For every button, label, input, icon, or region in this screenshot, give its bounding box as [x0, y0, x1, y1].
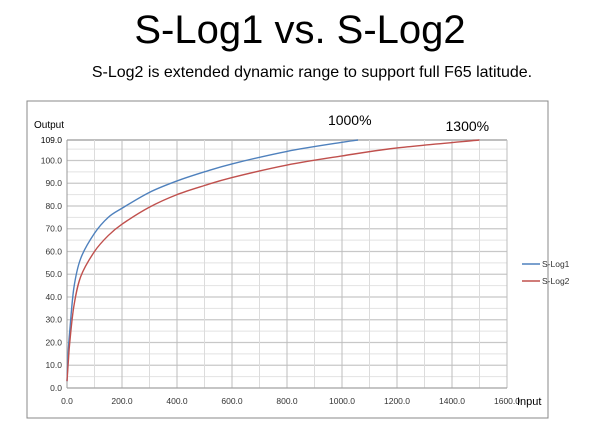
x-tick-label: 1200.0	[384, 396, 410, 406]
x-tick-label: 1400.0	[439, 396, 465, 406]
annotation-label: 1300%	[446, 118, 490, 134]
legend-label: S-Log1	[542, 259, 570, 269]
annotation-label: 1000%	[328, 112, 372, 128]
x-tick-label: 600.0	[221, 396, 243, 406]
x-tick-label: 200.0	[111, 396, 133, 406]
x-tick-label: 400.0	[166, 396, 188, 406]
y-axis-label: Output	[34, 120, 64, 131]
y-tick-label: 0.0	[50, 383, 62, 393]
y-tick-label: 30.0	[45, 315, 62, 325]
slide-title: S-Log1 vs. S-Log2	[134, 8, 466, 52]
x-axis-label: Input	[517, 396, 541, 408]
y-tick-label: 70.0	[45, 224, 62, 234]
x-tick-label: 800.0	[276, 396, 298, 406]
legend-label: S-Log2	[542, 276, 570, 286]
x-tick-label: 1600.0	[494, 396, 520, 406]
y-tick-label: 60.0	[45, 246, 62, 256]
legend: S-Log1 S-Log2	[522, 259, 570, 286]
series-line-s-log2	[66, 139, 480, 382]
series-line-s-log1	[66, 139, 359, 382]
y-tick-label: 100.0	[41, 155, 63, 165]
y-tick-label: 40.0	[45, 292, 62, 302]
y-tick-label: 50.0	[45, 269, 62, 279]
y-tick-label: 10.0	[45, 360, 62, 370]
x-tick-label: 0.0	[61, 396, 73, 406]
y-tick-label: 80.0	[45, 201, 62, 211]
y-tick-label: 109.0	[41, 135, 63, 145]
y-tick-label: 90.0	[45, 178, 62, 188]
slide-subtitle: S-Log2 is extended dynamic range to supp…	[91, 64, 533, 81]
y-tick-label: 20.0	[45, 337, 62, 347]
x-tick-label: 1000.0	[329, 396, 355, 406]
